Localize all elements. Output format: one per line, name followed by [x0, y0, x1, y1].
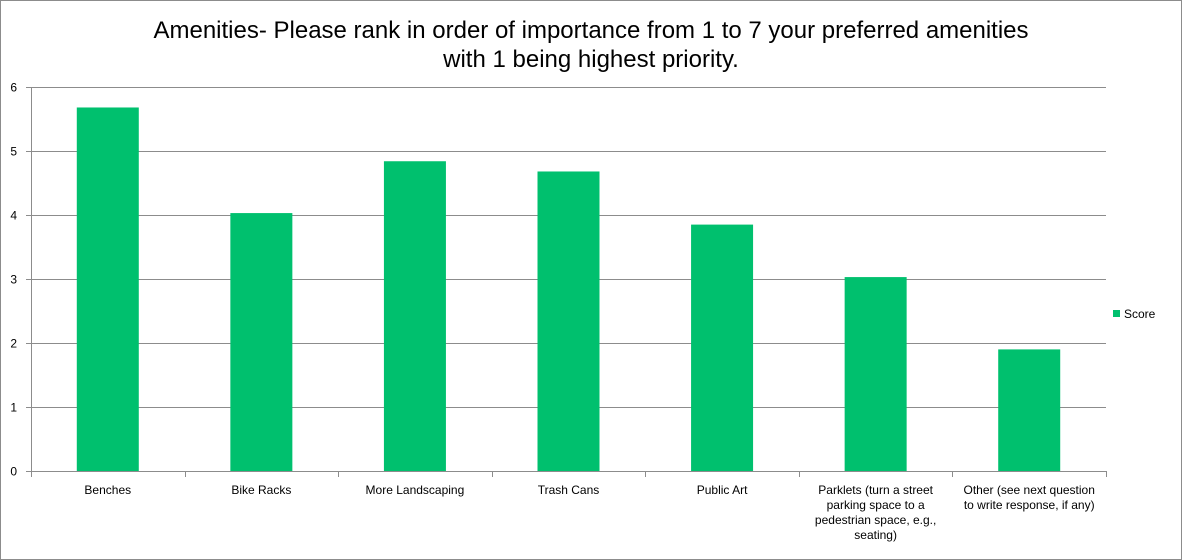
y-tick-label: 2	[10, 337, 17, 351]
chart-title-line-2: with 1 being highest priority.	[443, 46, 739, 73]
x-category-label: Public Art	[697, 483, 748, 497]
x-category-label: Bike Racks	[231, 483, 291, 497]
bar	[383, 161, 446, 472]
x-category-label: pedestrian space, e.g.,	[815, 513, 936, 527]
bar	[691, 224, 754, 471]
legend: Score	[1113, 307, 1156, 321]
chart-title: Amenities- Please rank in order of impor…	[0, 16, 1182, 74]
y-tick-label: 0	[10, 465, 17, 479]
x-axis-category-labels: Benches Bike Racks More Landscaping Trash C…	[84, 483, 1094, 542]
x-category-label: Trash Cans	[538, 483, 600, 497]
bar	[76, 107, 139, 471]
bar	[537, 171, 600, 472]
x-category-label: parking space to a	[827, 498, 925, 512]
chart-title-line-1: Amenities- Please rank in order of impor…	[153, 17, 1029, 44]
x-category-label: to write response, if any)	[964, 498, 1095, 512]
axes	[26, 87, 1107, 477]
x-category-label: Other (see next question	[964, 483, 1095, 497]
x-category-label: More Landscaping	[366, 483, 465, 497]
bars	[76, 107, 1061, 472]
bar	[230, 213, 293, 471]
y-tick-label: 6	[10, 81, 17, 95]
x-category-label: Benches	[84, 483, 131, 497]
x-category-label: Parklets (turn a street	[818, 483, 933, 497]
bar	[998, 349, 1061, 471]
bar	[844, 277, 907, 471]
legend-swatch	[1113, 310, 1120, 317]
y-tick-label: 5	[10, 145, 17, 159]
y-tick-label: 3	[10, 273, 17, 287]
y-axis-tick-labels: 0 1 2 3 4 5 6	[10, 81, 17, 479]
legend-label: Score	[1124, 307, 1156, 321]
y-tick-label: 4	[10, 209, 17, 223]
y-tick-label: 1	[10, 401, 17, 415]
x-category-label: seating)	[854, 528, 897, 542]
